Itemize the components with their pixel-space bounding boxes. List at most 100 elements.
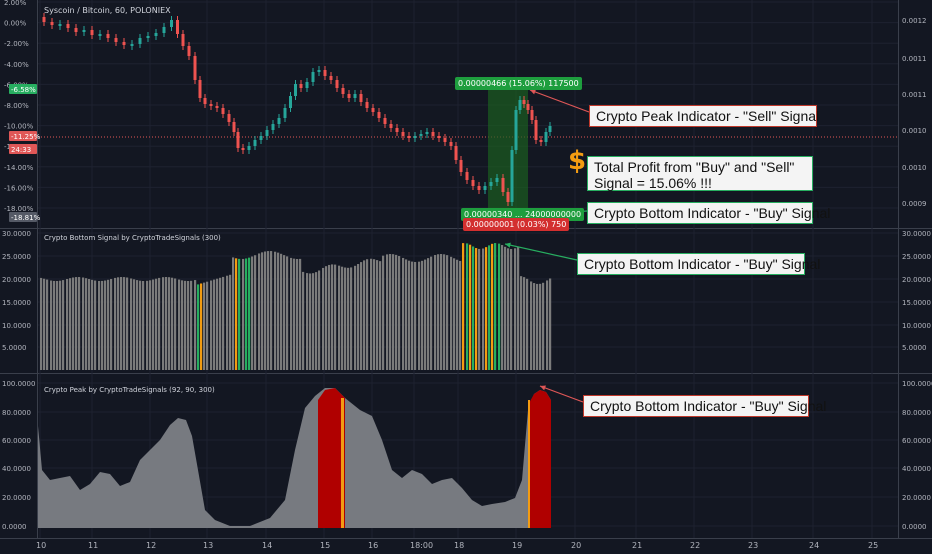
time-axis-tick: 18:00 — [410, 541, 433, 550]
price-right-tick: 0.0011 — [902, 55, 927, 63]
signal-bar — [344, 267, 347, 370]
signal-bar — [309, 273, 312, 370]
signal-bar — [517, 246, 520, 370]
signal-bar — [434, 255, 437, 370]
price-right-tick: 0.0010 — [902, 164, 927, 172]
signal-bar — [120, 277, 123, 370]
signal-bar — [261, 252, 264, 370]
candle-body — [215, 106, 219, 108]
signal-left-tick: 10.0000 — [2, 322, 31, 330]
candle-body — [317, 70, 321, 72]
signal-bar — [117, 277, 120, 370]
signal-bar — [251, 256, 254, 370]
candle-body — [425, 132, 429, 134]
candle-body — [483, 186, 487, 190]
price-left-tick: -8.00% — [4, 102, 29, 110]
signal-bar — [50, 280, 53, 370]
signal-bar — [43, 278, 46, 370]
candle-body — [353, 94, 357, 98]
signal-bar — [520, 276, 523, 370]
signal-right-tick: 30.0000 — [902, 230, 931, 238]
buy-arrow-3-head — [540, 385, 546, 391]
signal-bar — [210, 280, 213, 370]
time-axis-tick: 11 — [88, 541, 98, 550]
signal-bar — [363, 260, 366, 370]
bottom-price-box: 0.00000001 (0.03%) 750 — [463, 218, 570, 231]
candle-body — [187, 46, 191, 56]
signal-bar — [526, 278, 529, 370]
signal-bar — [456, 259, 459, 370]
candle-body — [221, 108, 225, 114]
signal-bar — [78, 277, 81, 370]
signal-left-tick: 30.0000 — [2, 230, 31, 238]
sell-arrow — [529, 89, 590, 113]
signal-bar — [354, 265, 357, 370]
time-axis-tick: 15 — [320, 541, 330, 550]
signal-bar — [302, 271, 305, 370]
time-axis-tick: 13 — [203, 541, 213, 550]
candle-body — [232, 122, 236, 132]
candle-body — [271, 124, 275, 130]
signal-bar — [110, 278, 113, 370]
signal-bar — [350, 267, 353, 370]
candle-body — [176, 20, 179, 34]
price-left-tick: -4.00% — [4, 61, 29, 69]
candle-body — [377, 112, 381, 118]
signal-bar — [181, 280, 184, 370]
candle-body — [82, 30, 86, 32]
candle-body — [209, 104, 213, 106]
peak-curve-area — [38, 388, 551, 528]
signal-bar — [219, 277, 222, 370]
candle-body — [548, 126, 552, 132]
candle-body — [510, 150, 514, 202]
price-left-tick: -16.00% — [4, 184, 34, 192]
signal-bar — [190, 280, 193, 370]
candle-body — [114, 38, 118, 42]
candle-body — [359, 94, 363, 102]
signal-bar — [514, 248, 517, 370]
price-badge-label: -18.81% — [11, 214, 41, 222]
signal-bar — [299, 258, 302, 370]
candle-body — [259, 136, 263, 140]
signal-pane-label: Crypto Bottom Signal by CryptoTradeSigna… — [44, 234, 221, 242]
signal-bar — [389, 254, 392, 370]
signal-bar — [408, 260, 411, 370]
candle-body — [198, 80, 202, 98]
signal-bar — [283, 255, 286, 370]
candle-body — [289, 96, 292, 108]
price-left-tick: -14.00% — [4, 164, 34, 172]
signal-bar — [171, 277, 174, 370]
candle-body — [170, 20, 173, 27]
signal-bar-buy — [197, 284, 200, 370]
price-left-tick: 0.00% — [4, 20, 27, 28]
price-left-tick: -18.00% — [4, 205, 34, 213]
candle-body — [277, 118, 281, 124]
candle-body — [323, 70, 327, 76]
signal-bar — [94, 280, 97, 370]
signal-bar — [277, 252, 280, 370]
time-axis-tick: 19 — [512, 541, 522, 550]
signal-bar — [75, 277, 78, 370]
time-axis-tick: 21 — [632, 541, 642, 550]
signal-bar — [482, 248, 485, 370]
signal-bar-buy — [248, 257, 251, 370]
signal-bar — [270, 251, 273, 370]
candle-body — [227, 114, 231, 122]
candle-body — [534, 120, 538, 140]
signal-bar — [370, 258, 373, 370]
buy-arrow-2-head — [505, 242, 511, 248]
signal-bar — [232, 257, 235, 370]
signal-bar — [146, 280, 149, 370]
candle-body — [154, 33, 158, 36]
signal-bar — [478, 248, 481, 370]
signal-bar — [533, 283, 536, 370]
signal-bar — [56, 280, 59, 370]
price-left-tick: -2.00% — [4, 40, 29, 48]
signal-bar — [213, 279, 216, 370]
peak-alert-bar — [341, 398, 344, 528]
peak-price-box: 0.00000466 (15.06%) 117500 — [455, 77, 582, 90]
signal-bar — [296, 258, 299, 370]
signal-bar-buy — [498, 243, 501, 370]
